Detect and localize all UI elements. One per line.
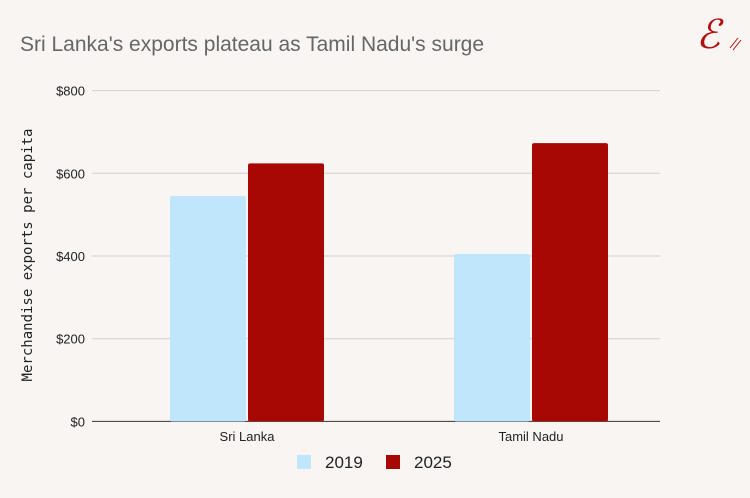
bar-2019-sri-lanka bbox=[170, 196, 246, 422]
bar-2025-tamil-nadu bbox=[532, 143, 608, 422]
y-tick-label: $800 bbox=[56, 84, 85, 99]
y-tick-label: $200 bbox=[56, 332, 85, 347]
y-tick-label: $400 bbox=[56, 249, 85, 264]
x-tick-label: Tamil Nadu bbox=[498, 429, 563, 444]
bar-2025-sri-lanka bbox=[248, 163, 324, 422]
legend-swatch-2025 bbox=[386, 455, 400, 469]
legend-swatch-2019 bbox=[297, 455, 311, 469]
chart-title: Sri Lanka's exports plateau as Tamil Nad… bbox=[20, 33, 485, 56]
x-tick-label: Sri Lanka bbox=[220, 429, 276, 444]
publisher-logo: ℰ bbox=[696, 13, 742, 57]
bar-2019-tamil-nadu bbox=[454, 253, 530, 422]
legend-label-2019: 2019 bbox=[325, 453, 363, 472]
svg-text:ℰ: ℰ bbox=[696, 13, 724, 57]
y-tick-label: $0 bbox=[71, 414, 85, 429]
legend-label-2025: 2025 bbox=[414, 453, 452, 472]
y-tick-label: $600 bbox=[56, 166, 85, 181]
